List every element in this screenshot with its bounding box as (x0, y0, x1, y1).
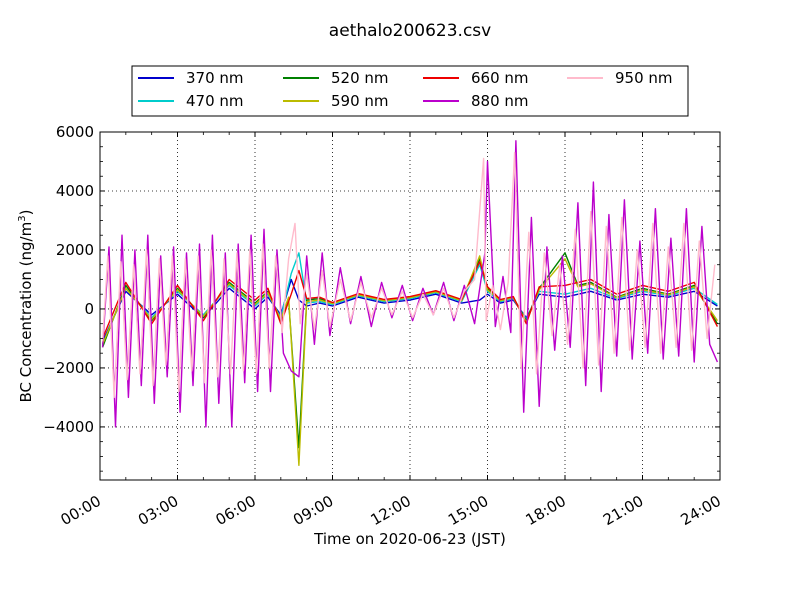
x-tick-label: 21:00 (600, 492, 646, 529)
x-tick-label: 03:00 (135, 492, 181, 529)
series-lines (101, 140, 719, 466)
x-tick-label: 15:00 (445, 492, 491, 529)
series-line-4 (101, 261, 719, 339)
x-tick-label: 12:00 (368, 492, 414, 529)
y-axis-label-superscript: 3 (17, 215, 28, 221)
legend-label: 950 nm (615, 69, 673, 87)
y-tick-label: −2000 (43, 359, 94, 377)
x-tick-label: 06:00 (213, 492, 259, 529)
y-axis-label: BC Concentration (ng/m3) (17, 210, 35, 403)
y-axis-label-main: BC Concentration (ng/m (17, 222, 35, 403)
y-tick-label: 2000 (56, 241, 94, 259)
y-tick-label: 6000 (56, 123, 94, 141)
x-tick-labels: 00:00 03:00 06:00 09:00 12:00 15:00 18:00 21:00… (58, 492, 724, 529)
legend-label: 520 nm (331, 69, 389, 87)
y-tick-label: 4000 (56, 182, 94, 200)
legend-label: 590 nm (331, 92, 389, 110)
axis-ticks (99, 131, 721, 480)
y-tick-label: 0 (84, 300, 94, 318)
x-tick-label: 24:00 (678, 492, 724, 529)
legend-label: 470 nm (186, 92, 244, 110)
legend-label: 880 nm (471, 92, 529, 110)
chart-title: aethalo200623.csv (329, 21, 491, 41)
y-axis-label-suffix: ) (17, 210, 35, 216)
legend: 370 nm 470 nm 520 nm 590 nm 660 nm 880 nm 950 … (131, 65, 689, 117)
x-tick-label: 18:00 (523, 492, 569, 529)
y-tick-labels: −4000 −2000 0 2000 4000 6000 (43, 123, 94, 436)
legend-label: 370 nm (186, 69, 244, 87)
y-tick-label: −4000 (43, 418, 94, 436)
series-line-6 (101, 151, 716, 399)
x-tick-label: 00:00 (58, 492, 104, 529)
legend-label: 660 nm (471, 69, 529, 87)
legend-box (131, 65, 689, 117)
series-line-5 (101, 140, 719, 428)
x-axis-label: Time on 2020-06-23 (JST) (313, 530, 506, 548)
x-tick-label: 09:00 (290, 492, 336, 529)
